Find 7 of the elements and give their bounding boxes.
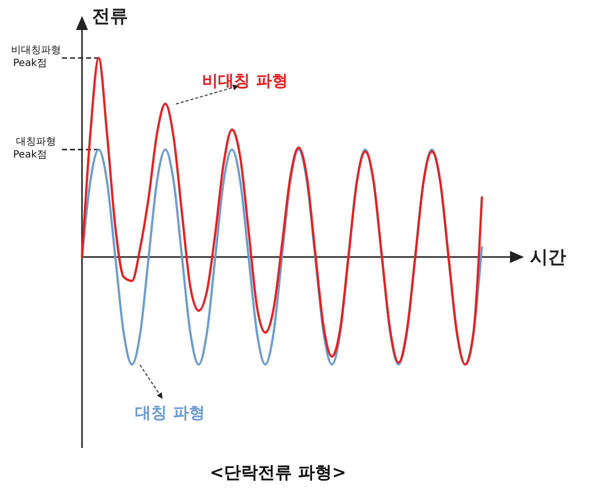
text: <단락전류 파형> xyxy=(210,463,346,483)
text: 대칭 파형 xyxy=(135,403,205,422)
y-axis-title: 전류 xyxy=(92,6,128,27)
x-axis-title: 시간 xyxy=(530,247,566,268)
ref-line-label: 대칭파형 Peak점 xyxy=(13,136,56,161)
text: 비대칭 파형 xyxy=(202,71,288,90)
ref-line-label: 비대칭파형 Peak점 xyxy=(11,45,61,69)
